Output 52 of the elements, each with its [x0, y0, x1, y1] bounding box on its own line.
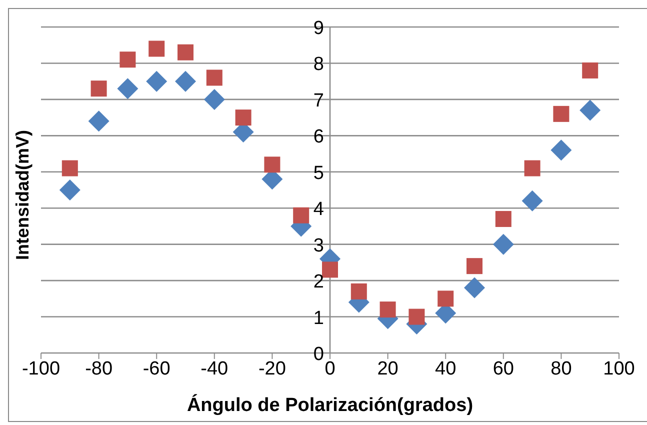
point	[204, 88, 225, 110]
y-tick-label: 2	[313, 272, 324, 293]
x-tick-label: -20	[258, 358, 286, 380]
point	[90, 80, 107, 97]
point	[522, 190, 543, 212]
y-tick-label: 1	[313, 308, 324, 329]
point	[524, 160, 540, 176]
point	[380, 302, 396, 318]
y-tick-label: 0	[313, 344, 324, 365]
x-tick-label: 40	[435, 358, 456, 380]
y-tick-label: 3	[313, 235, 324, 256]
point	[350, 283, 367, 300]
point	[88, 110, 110, 132]
point	[117, 78, 138, 100]
point	[264, 156, 280, 173]
x-tick-label: 60	[492, 358, 514, 380]
point	[322, 262, 338, 278]
point	[408, 308, 425, 325]
point	[146, 70, 168, 92]
point	[178, 44, 194, 60]
point	[59, 180, 80, 200]
point	[148, 40, 165, 57]
point	[464, 277, 485, 298]
y-tick-label: 7	[313, 90, 324, 112]
point	[293, 207, 310, 224]
y-tick-label: 4	[313, 199, 324, 220]
point	[582, 62, 598, 78]
x-tick-label: 100	[603, 358, 635, 380]
x-axis-title: Ángulo de Polarización(grados)	[186, 394, 474, 416]
point	[62, 160, 78, 176]
point	[495, 210, 512, 227]
point	[492, 234, 514, 255]
y-tick-label: 6	[313, 126, 324, 148]
point	[466, 258, 482, 274]
x-tick-label: -40	[200, 358, 228, 380]
x-tick-label: -60	[142, 358, 170, 380]
point	[120, 52, 136, 68]
y-axis-title: Intensidad(mV)	[12, 130, 32, 260]
point	[235, 110, 252, 126]
x-tick-label: 20	[377, 358, 398, 380]
x-tick-label: -80	[85, 358, 113, 380]
x-tick-label: 80	[550, 358, 572, 380]
y-tick-label: 5	[313, 162, 324, 184]
point	[438, 290, 454, 307]
point	[553, 106, 570, 122]
point	[206, 70, 222, 86]
y-tick-label: 8	[313, 54, 324, 76]
x-tick-label: -100	[22, 358, 60, 380]
point	[175, 70, 196, 92]
point	[580, 100, 601, 121]
point	[550, 140, 572, 161]
y-tick-label: 9	[313, 18, 324, 39]
